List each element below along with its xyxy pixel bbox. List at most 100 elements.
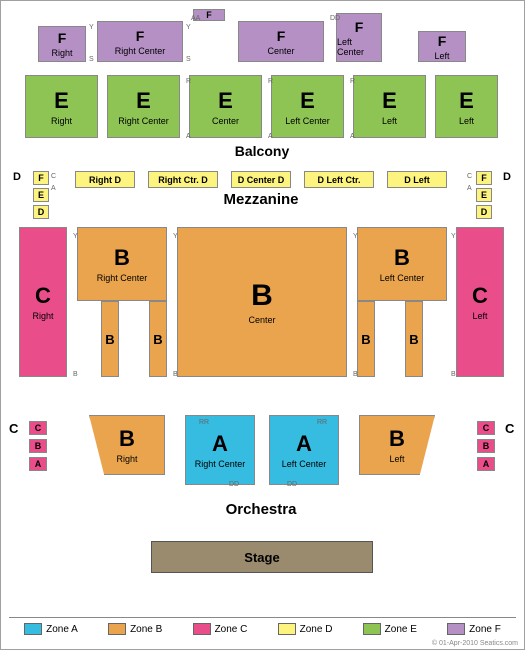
section-sublabel: Center <box>248 315 275 325</box>
zone-letter: B <box>409 332 418 347</box>
orch-box-right-2[interactable]: A <box>477 457 495 471</box>
zone-letter: E <box>459 88 474 114</box>
row-marker-24: RR <box>199 419 209 426</box>
balcony-e-0[interactable]: ERight <box>25 75 98 138</box>
row-marker-7: A <box>186 133 191 140</box>
mezz-d-4[interactable]: D Left <box>387 171 447 188</box>
balcony-f-2[interactable]: F Center <box>238 21 324 62</box>
section-sublabel: Right <box>32 311 53 321</box>
stage: Stage <box>151 541 373 573</box>
balcony-e-3[interactable]: ELeft Center <box>271 75 344 138</box>
orch-a-right-center[interactable]: ARight Center <box>185 415 255 485</box>
legend-label: Zone F <box>469 624 501 635</box>
legend-swatch <box>447 623 465 635</box>
mezz-d-2[interactable]: D Center D <box>231 171 291 188</box>
balcony-f-4[interactable]: FLeft <box>418 31 466 62</box>
orch-b_pillar_r2[interactable]: B <box>405 301 423 377</box>
legend-item-zoneB: Zone B <box>108 623 162 635</box>
row-marker-12: C <box>51 173 56 180</box>
stage-label: Stage <box>244 550 279 565</box>
section-sublabel: Right Center <box>118 116 169 126</box>
mezz-box-right-1[interactable]: E <box>476 188 492 202</box>
orch-c-right-side[interactable]: C Right <box>19 227 67 377</box>
balcony-f-1[interactable]: FRight Center <box>97 21 183 62</box>
orchestra-label: Orchestra <box>201 501 321 518</box>
zone-letter: F <box>136 28 145 44</box>
legend-swatch <box>278 623 296 635</box>
mezz-d-3[interactable]: D Left Ctr. <box>304 171 374 188</box>
section-sublabel: Left <box>459 116 474 126</box>
legend-label: Zone D <box>300 624 333 635</box>
section-sublabel: Left <box>382 116 397 126</box>
zone-letter: C <box>35 283 51 309</box>
orch-box-left-2[interactable]: A <box>29 457 47 471</box>
orch-box-left-1[interactable]: B <box>29 439 47 453</box>
orch-b_pillar_l2[interactable]: B <box>149 301 167 377</box>
orch-b-left-center[interactable]: B Left Center <box>357 227 447 301</box>
legend-item-zoneF: Zone F <box>447 623 501 635</box>
mezz-d-1[interactable]: Right Ctr. D <box>148 171 218 188</box>
orch-box-left-0[interactable]: C <box>29 421 47 435</box>
section-sublabel: Left <box>472 311 487 321</box>
orch-lower-b-right[interactable]: BRight <box>89 415 165 475</box>
orch-a-left-center[interactable]: ALeft Center <box>269 415 339 485</box>
balcony-e-5[interactable]: E Left <box>435 75 498 138</box>
row-marker-6: R <box>186 78 191 85</box>
mezz-box-right-2[interactable]: D <box>476 205 492 219</box>
row-marker-11: A <box>350 133 355 140</box>
zone-letter: E <box>54 88 69 114</box>
legend-label: Zone B <box>130 624 162 635</box>
row-marker-15: A <box>467 185 472 192</box>
legend-swatch <box>363 623 381 635</box>
orch-lower-b-left[interactable]: B Left <box>359 415 435 475</box>
balcony-e-1[interactable]: ERight Center <box>107 75 180 138</box>
zone-letter: B <box>361 332 370 347</box>
orch-b_pillar_r1[interactable]: B <box>357 301 375 377</box>
balcony-f-3[interactable]: FLeft Center <box>336 13 382 62</box>
row-marker-26: DD <box>229 481 239 488</box>
orch-c-left-side[interactable]: CLeft <box>456 227 504 377</box>
row-marker-0: AA <box>191 15 200 22</box>
legend-label: Zone E <box>385 624 417 635</box>
zone-letter: F <box>206 10 212 20</box>
orch-b_pillar_l1[interactable]: B <box>101 301 119 377</box>
row-marker-9: A <box>268 133 273 140</box>
balcony-e-4[interactable]: ELeft <box>353 75 426 138</box>
section-sublabel: Right <box>51 48 72 58</box>
balcony-e-2[interactable]: ECenter <box>189 75 262 138</box>
zone-letter: B <box>119 426 135 452</box>
balcony-label: Balcony <box>207 143 317 159</box>
orch-box-right-1[interactable]: B <box>477 439 495 453</box>
row-marker-22: Y <box>451 233 456 240</box>
zone-letter: B <box>251 279 273 313</box>
balcony-f-0[interactable]: FRight <box>38 26 86 62</box>
zone-letter: B <box>389 426 405 452</box>
section-sublabel: Left Center <box>380 273 425 283</box>
mezz-box-left-1[interactable]: E <box>33 188 49 202</box>
zone-letter: F <box>355 19 364 35</box>
row-marker-19: B <box>173 371 178 378</box>
section-sublabel: Left <box>434 51 449 61</box>
orch-b-center[interactable]: B Center <box>177 227 347 377</box>
row-marker-1: DD <box>330 15 340 22</box>
mezz-d-0[interactable]: Right D <box>75 171 135 188</box>
legend-swatch <box>108 623 126 635</box>
orch-c-left-label: C <box>9 421 18 436</box>
orch-b-right-center[interactable]: BRight Center <box>77 227 167 301</box>
zone-letter: B <box>394 245 410 271</box>
zone-letter: E <box>300 88 315 114</box>
legend-label: Zone A <box>46 624 78 635</box>
mezz-box-right-0[interactable]: F <box>476 171 492 185</box>
mezz-box-left-2[interactable]: D <box>33 205 49 219</box>
legend-item-zoneE: Zone E <box>363 623 417 635</box>
section-sublabel: Center <box>267 46 294 56</box>
orch-box-right-0[interactable]: C <box>477 421 495 435</box>
mezz-box-left-0[interactable]: F <box>33 171 49 185</box>
section-sublabel: Left <box>389 454 404 464</box>
row-marker-13: A <box>51 185 56 192</box>
zone-letter: B <box>153 332 162 347</box>
legend: Zone AZone BZone CZone DZone EZone F <box>9 617 516 635</box>
row-marker-23: B <box>451 371 456 378</box>
zone-letter: F <box>277 28 286 44</box>
row-marker-10: R <box>350 78 355 85</box>
